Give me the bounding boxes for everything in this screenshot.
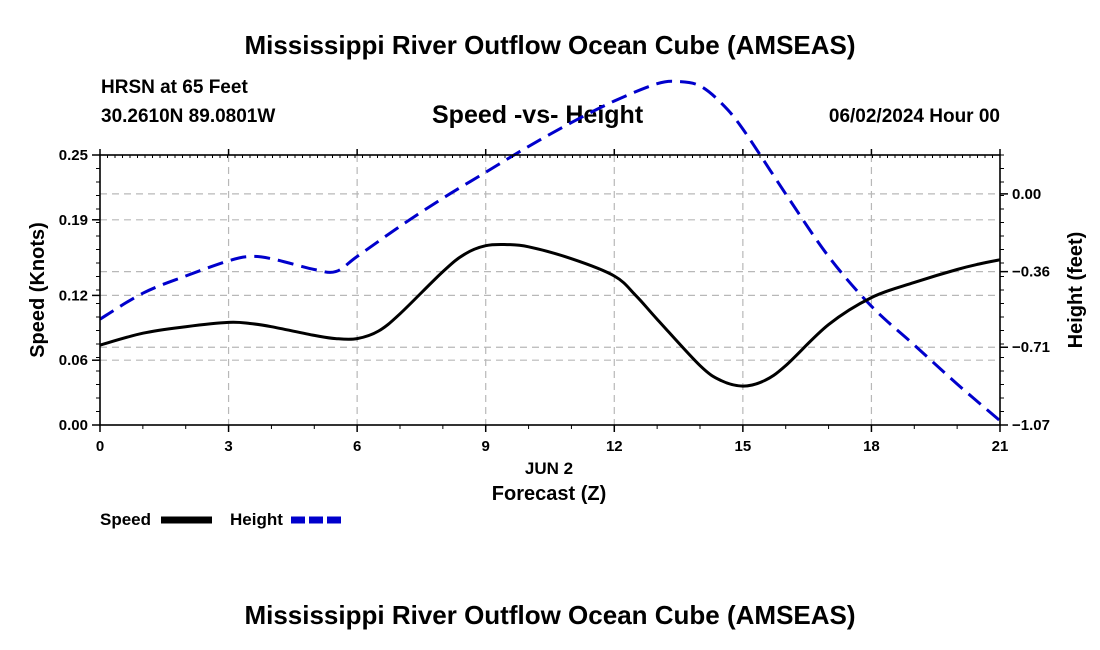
y-tick-label: 0.19 [59, 212, 88, 229]
x-tick-label: 9 [482, 438, 490, 455]
main-title: Mississippi River Outflow Ocean Cube (AM… [244, 30, 856, 60]
chart-subtitle: Speed -vs- Height [432, 101, 644, 129]
height-series-line [99, 79, 1001, 422]
coordinates-label: 30.2610N 89.0801W [101, 106, 276, 127]
y2-axis-label: Height (feet) [1065, 232, 1087, 349]
plot-frame [99, 154, 1001, 426]
y-tick-label: 0.00 [59, 417, 88, 434]
station-label: HRSN at 65 Feet [101, 77, 248, 98]
x-tick-label: 3 [224, 438, 232, 455]
x-tick-label: 15 [735, 438, 752, 455]
legend-height-label: Height [230, 510, 283, 529]
series-layer [99, 79, 1001, 422]
x-tick-label: 6 [353, 438, 361, 455]
x-tick-label: 18 [863, 438, 880, 455]
x-axis-label: Forecast (Z) [492, 483, 606, 505]
legend-speed-label: Speed [100, 510, 151, 529]
legend: Speed Height [100, 510, 342, 529]
y-tick-label: 0.12 [59, 287, 88, 304]
x-tick-label: 0 [96, 438, 104, 455]
y2-tick-label: −0.36 [1012, 264, 1050, 281]
x-sublabel: JUN 2 [525, 459, 573, 478]
y-tick-label: 0.25 [59, 147, 88, 164]
y-tick-label: 0.06 [59, 352, 88, 369]
x-tick-label: 21 [992, 438, 1009, 455]
y2-tick-label: 0.00 [1012, 186, 1041, 203]
x-tick-label: 12 [606, 438, 623, 455]
date-label: 06/02/2024 Hour 00 [828, 106, 1000, 127]
y2-tick-label: −1.07 [1012, 417, 1050, 434]
y2-tick-label: −0.71 [1012, 339, 1050, 356]
tick-layer: 0 3 6 9 12 15 18 21 0.00 0.06 0.12 0.19 0.25 −1.07 −0.… [59, 147, 1050, 455]
footer-title: Mississippi River Outflow Ocean Cube (AM… [244, 600, 856, 630]
grid [100, 155, 1000, 425]
speed-series-line [99, 242, 1001, 388]
y-axis-label: Speed (Knots) [27, 222, 49, 358]
plot-border [99, 154, 1001, 426]
